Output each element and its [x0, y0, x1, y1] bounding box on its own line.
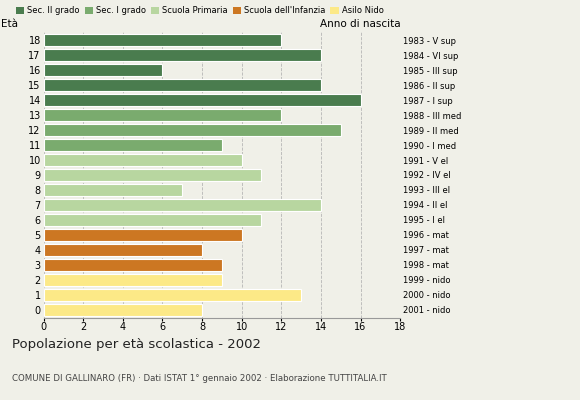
Bar — [44, 274, 222, 286]
Legend: Sec. II grado, Sec. I grado, Scuola Primaria, Scuola dell'Infanzia, Asilo Nido: Sec. II grado, Sec. I grado, Scuola Prim… — [16, 6, 383, 15]
Bar — [44, 229, 242, 241]
Bar — [44, 34, 281, 46]
Bar — [44, 289, 301, 301]
Bar — [44, 49, 321, 61]
Text: Popolazione per età scolastica - 2002: Popolazione per età scolastica - 2002 — [12, 338, 260, 351]
Bar — [44, 244, 202, 256]
Bar — [44, 259, 222, 271]
Bar — [44, 304, 202, 316]
Bar — [44, 64, 162, 76]
Bar — [44, 124, 341, 136]
Bar — [44, 154, 242, 166]
Text: Anno di nascita: Anno di nascita — [320, 19, 400, 29]
Bar — [44, 184, 182, 196]
Bar — [44, 109, 281, 121]
Bar — [44, 199, 321, 211]
Bar — [44, 79, 321, 91]
Text: COMUNE DI GALLINARO (FR) · Dati ISTAT 1° gennaio 2002 · Elaborazione TUTTITALIA.: COMUNE DI GALLINARO (FR) · Dati ISTAT 1°… — [12, 374, 386, 383]
Bar — [44, 214, 262, 226]
Text: Età: Età — [1, 19, 18, 29]
Bar — [44, 169, 262, 181]
Bar — [44, 139, 222, 151]
Bar — [44, 94, 361, 106]
